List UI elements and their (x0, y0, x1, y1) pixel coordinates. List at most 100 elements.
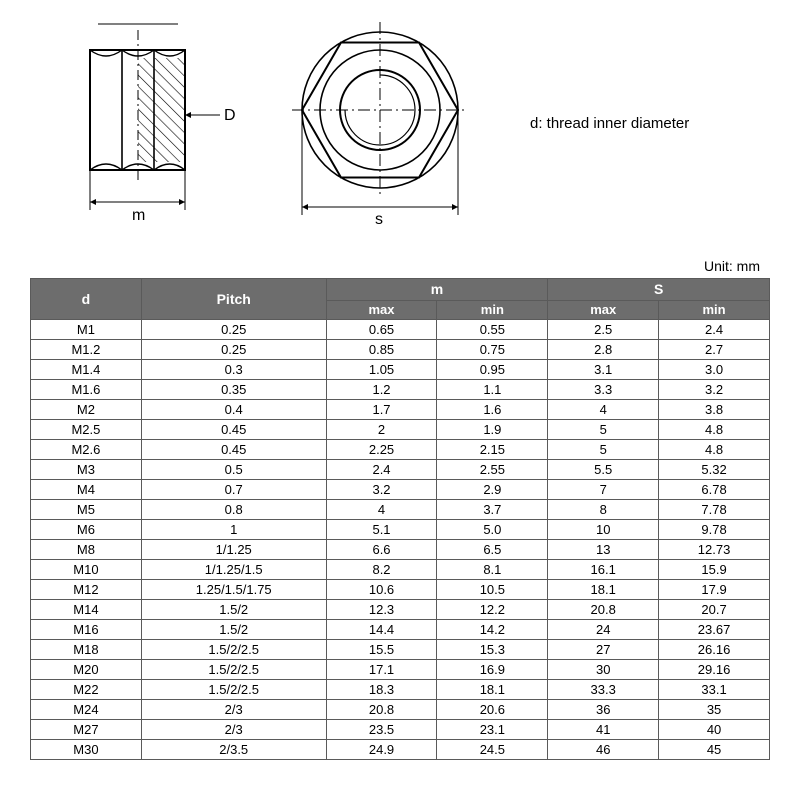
cell-mmax: 24.9 (326, 740, 437, 760)
table-row: M121.25/1.5/1.7510.610.518.117.9 (31, 580, 770, 600)
cell-mmax: 2 (326, 420, 437, 440)
cell-pitch: 1.5/2 (141, 600, 326, 620)
cell-mmin: 5.0 (437, 520, 548, 540)
table-row: M615.15.0109.78 (31, 520, 770, 540)
cell-mmin: 16.9 (437, 660, 548, 680)
spec-table: d Pitch m S max min max min M10.250.650.… (30, 278, 770, 760)
cell-pitch: 1/1.25 (141, 540, 326, 560)
cell-pitch: 0.25 (141, 340, 326, 360)
cell-smax: 4 (548, 400, 659, 420)
table-row: M161.5/214.414.22423.67 (31, 620, 770, 640)
side-view: D m (90, 24, 236, 224)
cell-smin: 12.73 (659, 540, 770, 560)
cell-mmin: 0.75 (437, 340, 548, 360)
cell-mmin: 3.7 (437, 500, 548, 520)
cell-d: M24 (31, 700, 142, 720)
table-row: M1.60.351.21.13.33.2 (31, 380, 770, 400)
col-m-max: max (326, 301, 437, 320)
cell-mmin: 24.5 (437, 740, 548, 760)
cell-smax: 3.3 (548, 380, 659, 400)
cell-mmin: 20.6 (437, 700, 548, 720)
cell-smin: 6.78 (659, 480, 770, 500)
cell-smin: 4.8 (659, 420, 770, 440)
cell-d: M1 (31, 320, 142, 340)
cell-d: M30 (31, 740, 142, 760)
cell-d: M1.6 (31, 380, 142, 400)
cell-smax: 5.5 (548, 460, 659, 480)
cell-d: M4 (31, 480, 142, 500)
cell-smin: 40 (659, 720, 770, 740)
cell-smax: 24 (548, 620, 659, 640)
cell-mmax: 23.5 (326, 720, 437, 740)
cell-d: M12 (31, 580, 142, 600)
cell-smin: 15.9 (659, 560, 770, 580)
cell-mmin: 15.3 (437, 640, 548, 660)
dim-s-label: s (375, 211, 383, 228)
cell-mmin: 1.6 (437, 400, 548, 420)
cell-d: M20 (31, 660, 142, 680)
cell-smin: 33.1 (659, 680, 770, 700)
table-row: M201.5/2/2.517.116.93029.16 (31, 660, 770, 680)
cell-mmin: 1.1 (437, 380, 548, 400)
cell-mmin: 2.15 (437, 440, 548, 460)
col-m: m (326, 279, 548, 301)
cell-pitch: 2/3 (141, 700, 326, 720)
cell-mmin: 14.2 (437, 620, 548, 640)
cell-d: M18 (31, 640, 142, 660)
cell-d: M22 (31, 680, 142, 700)
cell-mmax: 14.4 (326, 620, 437, 640)
cell-mmax: 20.8 (326, 700, 437, 720)
cell-smin: 3.2 (659, 380, 770, 400)
cell-d: M1.4 (31, 360, 142, 380)
cell-pitch: 0.3 (141, 360, 326, 380)
table-row: M30.52.42.555.55.32 (31, 460, 770, 480)
cell-mmax: 0.85 (326, 340, 437, 360)
table-row: M221.5/2/2.518.318.133.333.1 (31, 680, 770, 700)
cell-smin: 2.4 (659, 320, 770, 340)
cell-d: M2 (31, 400, 142, 420)
table-row: M40.73.22.976.78 (31, 480, 770, 500)
note-thread-diameter: d: thread inner diameter (530, 115, 689, 132)
cell-mmax: 6.6 (326, 540, 437, 560)
cell-smax: 13 (548, 540, 659, 560)
cell-smin: 17.9 (659, 580, 770, 600)
cell-pitch: 1/1.25/1.5 (141, 560, 326, 580)
cell-mmin: 23.1 (437, 720, 548, 740)
cell-d: M2.5 (31, 420, 142, 440)
cell-smin: 5.32 (659, 460, 770, 480)
cell-d: M2.6 (31, 440, 142, 460)
cell-smin: 29.16 (659, 660, 770, 680)
cell-mmax: 10.6 (326, 580, 437, 600)
cell-mmin: 1.9 (437, 420, 548, 440)
table-row: M2.50.4521.954.8 (31, 420, 770, 440)
cell-pitch: 0.7 (141, 480, 326, 500)
table-row: M141.5/212.312.220.820.7 (31, 600, 770, 620)
cell-d: M10 (31, 560, 142, 580)
cell-pitch: 1.5/2/2.5 (141, 660, 326, 680)
table-row: M302/3.524.924.54645 (31, 740, 770, 760)
cell-mmin: 2.9 (437, 480, 548, 500)
cell-smin: 3.0 (659, 360, 770, 380)
dim-D-label: D (224, 107, 236, 124)
cell-smax: 16.1 (548, 560, 659, 580)
cell-smax: 41 (548, 720, 659, 740)
cell-pitch: 1 (141, 520, 326, 540)
cell-smin: 2.7 (659, 340, 770, 360)
cell-mmin: 2.55 (437, 460, 548, 480)
cell-pitch: 2/3 (141, 720, 326, 740)
cell-mmin: 0.55 (437, 320, 548, 340)
col-pitch: Pitch (141, 279, 326, 320)
cell-smin: 7.78 (659, 500, 770, 520)
col-s: S (548, 279, 770, 301)
cell-d: M6 (31, 520, 142, 540)
cell-mmax: 12.3 (326, 600, 437, 620)
table-row: M20.41.71.643.8 (31, 400, 770, 420)
cell-pitch: 0.35 (141, 380, 326, 400)
col-s-min: min (659, 301, 770, 320)
table-row: M50.843.787.78 (31, 500, 770, 520)
cell-smax: 10 (548, 520, 659, 540)
cell-smax: 18.1 (548, 580, 659, 600)
cell-smax: 5 (548, 420, 659, 440)
cell-smin: 26.16 (659, 640, 770, 660)
cell-pitch: 0.5 (141, 460, 326, 480)
